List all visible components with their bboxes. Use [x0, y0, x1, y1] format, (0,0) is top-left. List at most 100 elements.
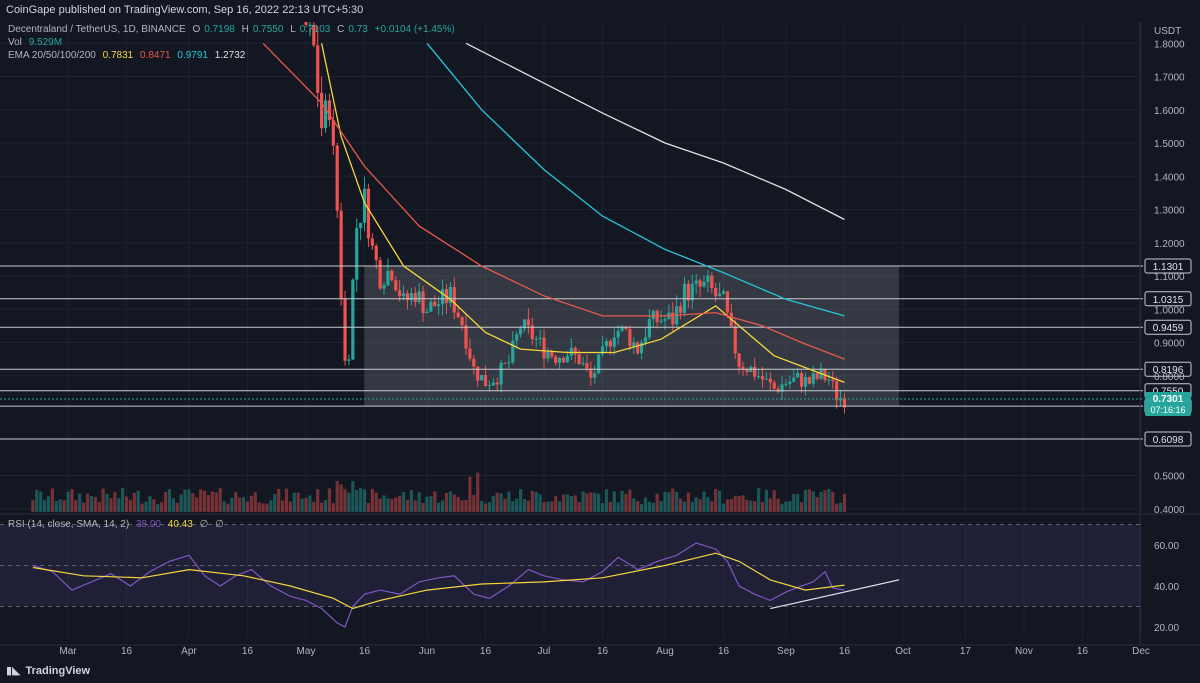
volume-bar: [167, 489, 172, 512]
level-tag: [1144, 319, 1192, 335]
volume-bar: [714, 488, 718, 512]
time-axis-tick: 16: [121, 646, 133, 657]
candle-body: [558, 357, 562, 363]
volume-bar: [569, 495, 573, 512]
volume-bar: [483, 503, 488, 512]
volume-bar: [558, 501, 562, 512]
symbol-legend[interactable]: Decentraland / TetherUS, 1D, BINANCE O 0.…: [8, 24, 459, 35]
candle-body: [472, 358, 476, 367]
volume-bar: [296, 492, 300, 512]
time-axis-tick: 16: [480, 646, 492, 657]
volume-bar: [511, 501, 515, 512]
volume-bar: [238, 497, 242, 512]
candle-body: [772, 382, 776, 389]
candle-body: [355, 228, 359, 280]
volume-bar: [526, 500, 531, 512]
volume-bar: [464, 500, 468, 512]
volume-bar: [437, 502, 441, 512]
candle-body: [799, 372, 804, 387]
volume-bar: [741, 495, 745, 512]
ema-label: EMA 20/50/100/200: [8, 50, 96, 61]
volume-bar: [187, 489, 191, 512]
volume-bar: [249, 495, 253, 512]
volume-bar: [245, 501, 250, 512]
price-axis-tick: 0.9000: [1154, 339, 1185, 350]
ohlc-h-label: H: [241, 24, 249, 35]
ema-legend[interactable]: EMA 20/50/100/200 0.7831 0.8471 0.9791 1…: [8, 50, 249, 61]
volume-bar: [284, 488, 289, 512]
candle-body: [741, 366, 745, 370]
volume-bar: [639, 503, 644, 512]
time-axis-tick: 16: [242, 646, 254, 657]
candle-body: [437, 304, 441, 307]
volume-bar: [753, 501, 757, 512]
volume-bar: [456, 496, 460, 512]
candle-body: [323, 100, 328, 129]
volume-bar: [796, 494, 800, 512]
volume-bar: [390, 498, 394, 512]
candle-body: [519, 328, 523, 335]
candle-body: [757, 376, 761, 378]
volume-bar: [362, 489, 367, 512]
volume-bar: [89, 496, 94, 512]
candle-body: [339, 210, 343, 299]
volume-bar: [128, 499, 133, 512]
volume-bar: [101, 488, 105, 512]
volume-bar: [78, 493, 82, 512]
volume-bar: [179, 494, 183, 512]
candle-body: [515, 334, 519, 341]
volume-bar: [628, 489, 632, 512]
price-axis-tick: 1.2000: [1154, 239, 1185, 250]
volume-bar: [534, 491, 538, 512]
volume-bar: [66, 491, 70, 512]
volume-bar: [585, 493, 589, 512]
time-axis-tick: Apr: [181, 646, 197, 657]
volume-bar: [694, 497, 698, 512]
volume-bar: [210, 491, 214, 512]
price-axis-tick: 1.8000: [1154, 39, 1185, 50]
price-axis-tick: 1.6000: [1154, 106, 1185, 117]
volume-bar: [62, 500, 66, 512]
volume-bar: [97, 501, 101, 512]
volume-bar: [721, 503, 726, 512]
volume-bar: [433, 491, 437, 512]
candle-body: [433, 301, 437, 307]
candle-body: [448, 287, 452, 303]
candle-body: [589, 368, 593, 378]
vol-value: 9.529M: [28, 37, 63, 48]
rsi-legend[interactable]: RSI (14, close, SMA, 14, 2) 38.00 40.43 …: [8, 519, 228, 530]
tradingview-brand[interactable]: ▮◣ TradingView: [6, 664, 90, 677]
volume-bar: [792, 493, 796, 512]
volume-bar: [737, 496, 741, 512]
candle-body: [440, 289, 445, 305]
volume-legend[interactable]: Vol 9.529M: [8, 37, 66, 48]
candle-body: [768, 378, 772, 383]
candle-body: [647, 319, 651, 338]
volume-bar: [733, 496, 737, 512]
volume-bar: [522, 498, 527, 512]
volume-bar: [452, 494, 456, 512]
candle-body: [815, 373, 819, 379]
candle-body: [796, 372, 800, 378]
volume-bar: [117, 498, 121, 512]
candle-body: [331, 120, 335, 146]
ohlc-change: +0.0104 (+1.45%): [374, 24, 455, 35]
volume-bar: [803, 489, 808, 512]
volume-bar: [273, 493, 277, 512]
ema200-value: 1.2732: [214, 50, 246, 61]
volume-bar: [702, 491, 706, 512]
volume-bar: [288, 501, 293, 512]
candle-body: [788, 381, 792, 384]
publish-bar: CoinGape published on TradingView.com, S…: [0, 0, 1200, 22]
volume-bar: [370, 488, 374, 512]
volume-bar: [46, 496, 51, 512]
level-tag-label: 1.0315: [1153, 295, 1184, 306]
rsi-ma-value: 40.43: [167, 519, 193, 530]
candle-body: [792, 377, 796, 382]
volume-bar: [663, 491, 667, 512]
volume-bars: [31, 472, 847, 512]
ohlc-high: 0.7550: [252, 24, 284, 35]
level-tag: [1144, 431, 1192, 447]
time-axis-tick: 16: [359, 646, 371, 657]
